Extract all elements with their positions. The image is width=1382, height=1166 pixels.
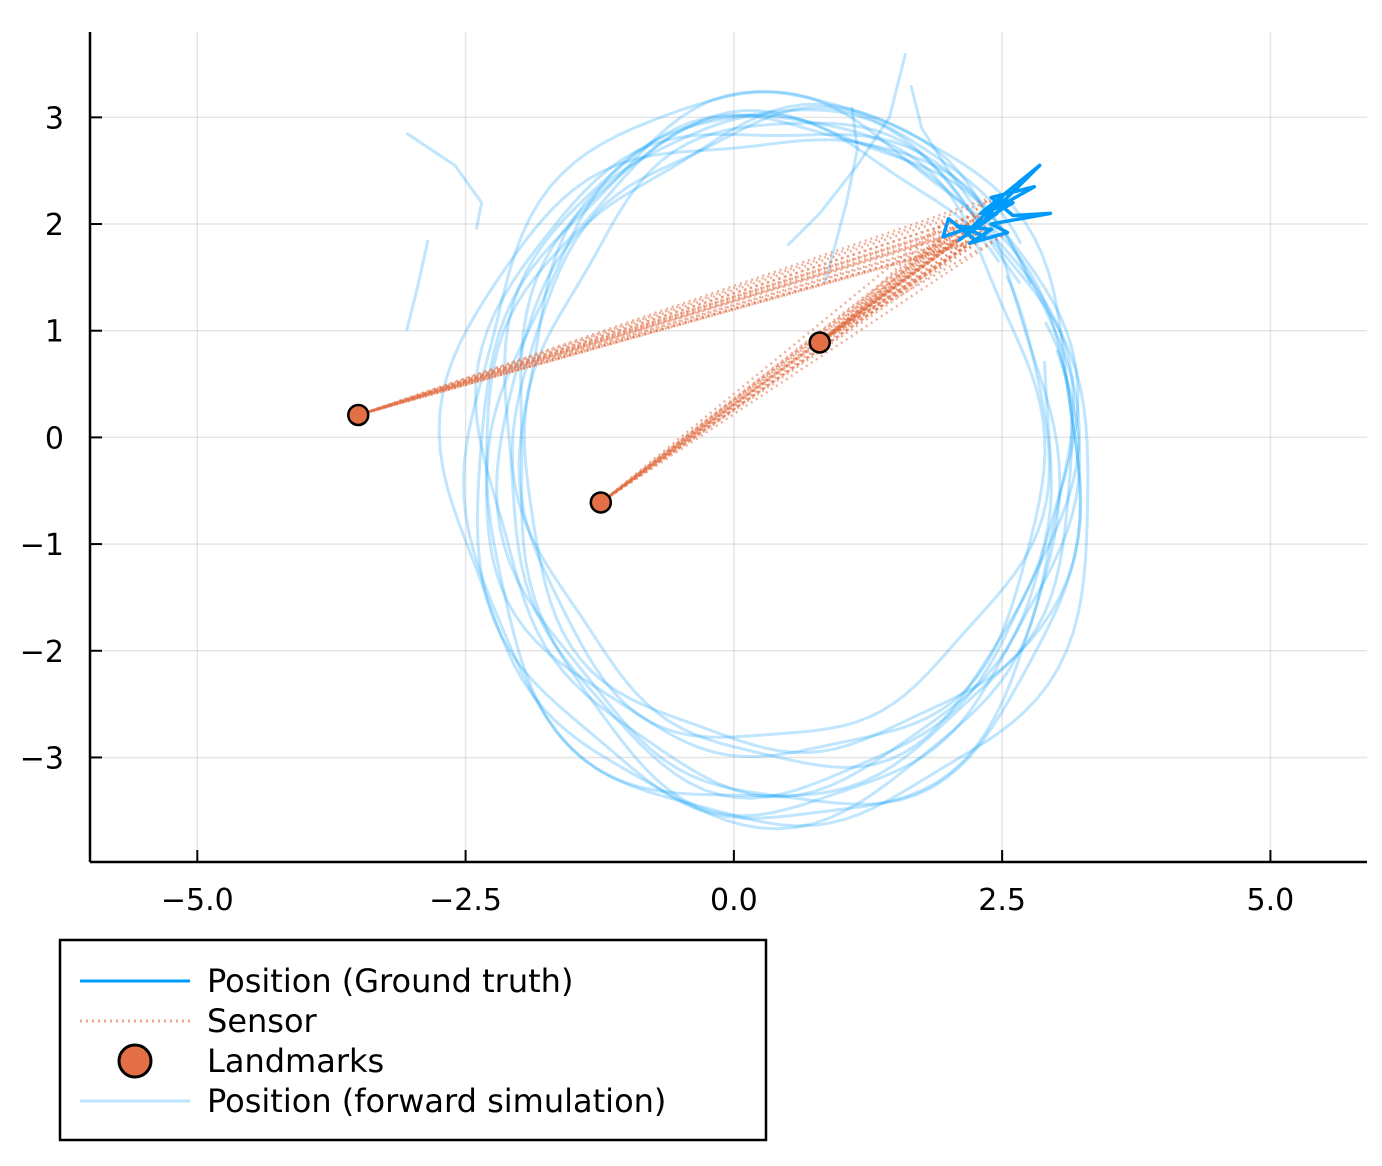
sensor-ray xyxy=(357,228,971,417)
forward-simulation-path xyxy=(786,52,908,247)
grid xyxy=(90,32,1367,862)
forward-simulation-path xyxy=(405,239,430,332)
sensor-ray xyxy=(357,206,998,417)
x-tick-label: −2.5 xyxy=(429,883,502,918)
legend-swatch-landmarks xyxy=(117,1043,153,1079)
sensor-ray xyxy=(357,217,949,417)
sensor-ray xyxy=(818,217,987,344)
sensor-series xyxy=(357,196,1009,504)
forward-simulation-path xyxy=(474,132,1080,799)
y-tick-label: 3 xyxy=(45,101,64,136)
forward-simulation-path xyxy=(495,102,1083,806)
landmarks-series xyxy=(347,331,831,514)
legend-label-landmarks: Landmarks xyxy=(207,1042,384,1080)
y-tick-label: 0 xyxy=(45,421,64,456)
x-tick-label: 0.0 xyxy=(710,883,758,918)
x-tick-label: −5.0 xyxy=(161,883,234,918)
forward-simulation-path xyxy=(485,108,1090,828)
forward-simulation-path xyxy=(909,84,977,209)
forward-simulation-path xyxy=(405,132,484,230)
sensor-ray xyxy=(357,212,982,417)
sensor-ray xyxy=(600,228,993,504)
legend-label-ground-truth: Position (Ground truth) xyxy=(207,962,573,1000)
landmark-point xyxy=(347,403,370,427)
ground-truth-series xyxy=(941,163,1053,245)
sensor-ray xyxy=(600,239,960,504)
legend-label-forward-simulation: Position (forward simulation) xyxy=(207,1082,666,1120)
sensor-ray xyxy=(357,196,1003,417)
forward-simulation-path xyxy=(510,105,1053,769)
sensor-ray xyxy=(600,217,950,504)
sensor-ray xyxy=(357,238,960,417)
x-tick-label: 5.0 xyxy=(1247,883,1295,918)
sensor-ray xyxy=(600,196,1003,504)
sensor-ray xyxy=(600,196,993,504)
legend: Position (Ground truth) Sensor Landmarks… xyxy=(58,938,768,1142)
sensor-ray xyxy=(819,228,993,344)
sensor-ray xyxy=(818,225,961,344)
forward-simulation-series xyxy=(405,52,1090,831)
sensor-ray xyxy=(600,235,987,504)
sensor-ray xyxy=(600,228,971,504)
landmark-point xyxy=(589,491,613,514)
x-tick-label: 2.5 xyxy=(978,883,1026,918)
forward-simulation-path xyxy=(484,113,1047,759)
landmark-point xyxy=(808,331,831,354)
forward-simulation-path xyxy=(437,138,1075,831)
forward-simulation-path xyxy=(503,113,1081,800)
forward-simulation-path xyxy=(475,90,1062,820)
y-tick-label: −2 xyxy=(20,635,64,670)
sensor-ray xyxy=(357,235,987,417)
y-ticks: 3 2 1 0 −1 −2 −3 xyxy=(20,101,102,776)
forward-simulation-path xyxy=(522,121,1074,754)
y-tick-label: 1 xyxy=(45,315,64,350)
legend-label-sensor: Sensor xyxy=(207,1002,318,1040)
sensor-ray xyxy=(357,231,1008,417)
sensor-ray xyxy=(357,222,992,417)
sensor-ray xyxy=(357,217,987,417)
sensor-ray xyxy=(600,231,1009,504)
sensor-ray xyxy=(819,231,1009,344)
forward-simulation-path xyxy=(517,113,1051,739)
forward-simulation-path xyxy=(823,106,859,284)
sensor-ray xyxy=(357,228,992,417)
forward-simulation-path xyxy=(462,90,1082,798)
forward-simulation-path xyxy=(519,109,1082,818)
sensor-ray xyxy=(818,212,982,344)
sensor-ray xyxy=(600,225,960,504)
axes xyxy=(88,32,1367,864)
x-ticks: −5.0 −2.5 0.0 2.5 5.0 xyxy=(161,850,1294,918)
y-tick-label: −3 xyxy=(20,741,64,776)
legend-box xyxy=(58,938,768,1142)
ground-truth-path xyxy=(941,163,1053,245)
y-tick-label: 2 xyxy=(45,208,64,243)
y-tick-label: −1 xyxy=(20,528,64,563)
sensor-ray xyxy=(600,207,998,504)
